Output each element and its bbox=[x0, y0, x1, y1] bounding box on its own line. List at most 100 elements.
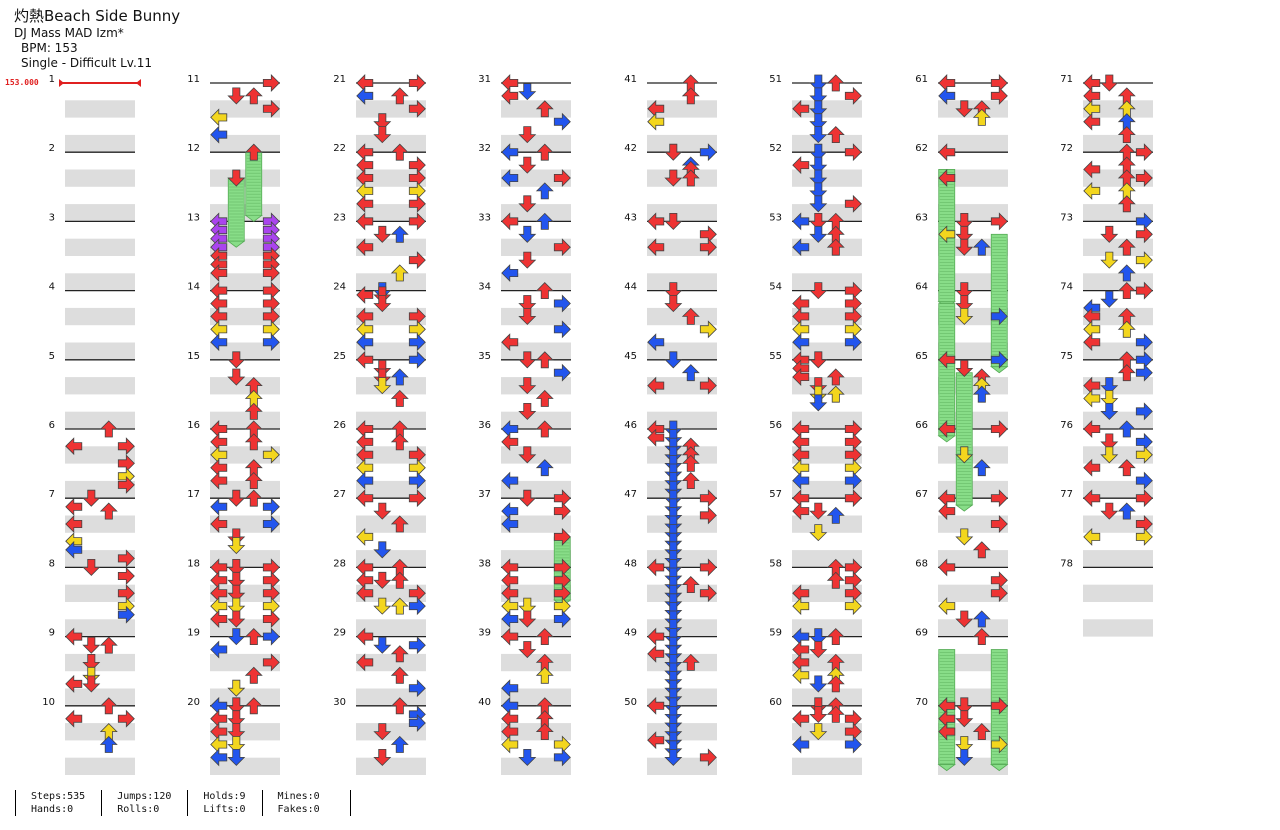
measure-number: 32 bbox=[478, 143, 491, 154]
beat-stripe bbox=[938, 377, 1008, 395]
beat-stripe bbox=[356, 411, 426, 429]
beat-stripe bbox=[501, 446, 571, 464]
song-bpm: BPM: 153 bbox=[21, 41, 78, 55]
up-arrow-icon bbox=[535, 459, 554, 477]
down-arrow-icon bbox=[809, 126, 828, 144]
up-arrow-icon bbox=[535, 182, 554, 200]
right-arrow-icon bbox=[262, 610, 280, 628]
left-arrow-icon bbox=[65, 497, 83, 516]
down-arrow-icon bbox=[373, 377, 392, 395]
beat-stripe bbox=[65, 653, 135, 672]
down-arrow-icon bbox=[518, 641, 537, 659]
beat-stripe bbox=[1083, 100, 1153, 118]
measure-20: 20 bbox=[187, 697, 280, 775]
up-arrow-icon bbox=[972, 628, 991, 645]
measure-number: 70 bbox=[915, 697, 928, 708]
left-arrow-icon bbox=[792, 368, 810, 386]
beat-stripe bbox=[938, 134, 1008, 153]
measure-15: 15 bbox=[187, 351, 280, 429]
right-arrow-icon bbox=[408, 636, 426, 655]
up-arrow-icon bbox=[535, 143, 554, 161]
hold-note bbox=[227, 177, 246, 248]
left-arrow-icon bbox=[65, 709, 83, 728]
up-arrow-icon bbox=[826, 675, 845, 693]
beat-stripe bbox=[210, 169, 280, 187]
right-arrow-icon bbox=[844, 489, 862, 508]
down-arrow-icon bbox=[955, 282, 974, 300]
beat-stripe bbox=[501, 584, 571, 602]
beat-stripe bbox=[647, 238, 717, 256]
up-arrow-icon bbox=[1117, 264, 1136, 282]
beat-stripe bbox=[501, 100, 571, 118]
measure-number: 62 bbox=[915, 143, 928, 154]
measure-number: 38 bbox=[478, 558, 491, 569]
beat-stripe bbox=[501, 411, 571, 429]
down-arrow-icon bbox=[809, 524, 828, 542]
beat-stripe bbox=[1083, 377, 1153, 395]
up-arrow-icon bbox=[390, 433, 409, 451]
beat-stripe bbox=[792, 584, 862, 602]
beat-stripe bbox=[501, 377, 571, 395]
left-arrow-icon bbox=[938, 558, 956, 577]
left-arrow-icon bbox=[501, 610, 519, 628]
left-arrow-icon bbox=[938, 225, 956, 244]
beat-stripe bbox=[647, 446, 717, 464]
left-arrow-icon bbox=[356, 627, 374, 646]
beat-stripe bbox=[1083, 238, 1153, 256]
left-arrow-icon bbox=[647, 696, 665, 715]
left-arrow-icon bbox=[501, 86, 519, 105]
up-arrow-icon bbox=[1117, 282, 1136, 300]
right-arrow-icon bbox=[990, 212, 1008, 231]
up-arrow-icon bbox=[244, 697, 263, 715]
down-arrow-icon bbox=[1100, 390, 1119, 408]
right-arrow-icon bbox=[990, 86, 1008, 105]
right-arrow-icon bbox=[990, 584, 1008, 603]
up-arrow-icon bbox=[535, 212, 554, 230]
down-arrow-icon bbox=[373, 502, 392, 520]
down-arrow-icon bbox=[518, 597, 537, 615]
up-arrow-icon bbox=[1117, 364, 1136, 382]
beat-stripe bbox=[792, 757, 862, 775]
measure-77: 77 bbox=[1060, 489, 1153, 568]
left-arrow-icon bbox=[356, 285, 374, 304]
down-arrow-icon bbox=[373, 541, 392, 559]
measure-1: 1 bbox=[49, 74, 135, 153]
measure-2: 2 bbox=[49, 143, 135, 222]
right-arrow-icon bbox=[262, 497, 280, 516]
measure-number: 74 bbox=[1060, 282, 1073, 293]
beat-stripe bbox=[792, 446, 862, 464]
measure-43: 43 bbox=[624, 212, 717, 291]
down-arrow-icon bbox=[1100, 433, 1119, 451]
stat-cell: Mines:0 Fakes:0 bbox=[261, 790, 351, 816]
beat-stripe bbox=[938, 480, 1008, 499]
left-arrow-icon bbox=[792, 156, 810, 175]
beat-stripe bbox=[1083, 480, 1153, 499]
right-arrow-icon bbox=[990, 350, 1008, 369]
up-arrow-icon bbox=[826, 74, 845, 92]
beat-stripe bbox=[1083, 273, 1153, 291]
beat-stripe bbox=[938, 550, 1008, 568]
down-arrow-icon bbox=[227, 597, 246, 615]
measure-number: 57 bbox=[769, 489, 782, 500]
down-arrow-icon bbox=[1100, 502, 1119, 520]
measure-21: 21 bbox=[333, 74, 426, 153]
beat-stripe bbox=[65, 411, 135, 429]
bpm-change-label: 153.000 bbox=[5, 78, 39, 87]
left-arrow-icon bbox=[356, 527, 374, 546]
beat-stripe bbox=[356, 757, 426, 775]
right-arrow-icon bbox=[1135, 489, 1153, 508]
right-arrow-icon bbox=[553, 502, 571, 521]
measure-number: 36 bbox=[478, 420, 491, 431]
down-arrow-icon bbox=[373, 636, 392, 654]
measure-number: 14 bbox=[187, 282, 200, 293]
measure-number: 4 bbox=[49, 282, 55, 293]
right-arrow-icon bbox=[990, 489, 1008, 508]
down-arrow-icon bbox=[518, 749, 537, 766]
beat-stripe bbox=[647, 480, 717, 499]
right-arrow-icon bbox=[408, 251, 426, 270]
measure-number: 16 bbox=[187, 420, 200, 431]
measure-number: 54 bbox=[769, 282, 782, 293]
beat-stripe bbox=[501, 342, 571, 360]
beat-stripe bbox=[647, 377, 717, 395]
down-arrow-icon bbox=[518, 351, 537, 369]
